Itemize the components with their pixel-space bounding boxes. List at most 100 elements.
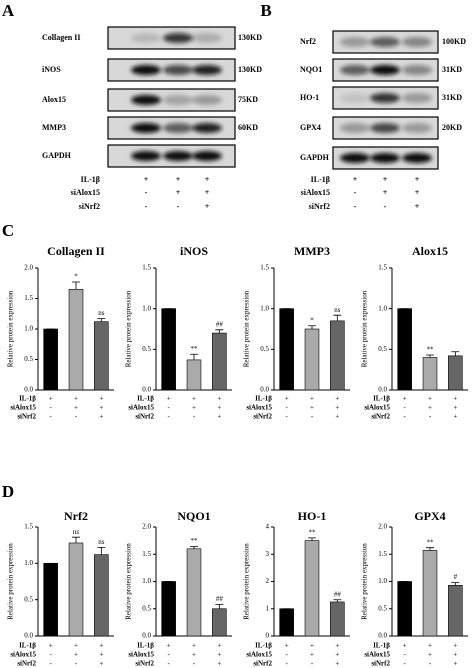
significance-label: ** (191, 537, 199, 545)
significance-label: ## (216, 595, 224, 603)
condition-sign: + (415, 188, 420, 197)
condition-sign: - (145, 188, 148, 197)
condition-sign: + (205, 175, 210, 184)
y-tick-label: 1.5 (24, 294, 33, 302)
protein-name: Collagen II (42, 33, 80, 42)
protein-name: HO-1 (300, 93, 319, 102)
condition-sign: + (453, 660, 457, 668)
molecular-weight: 100KD (442, 37, 466, 46)
y-tick-label: 1.0 (378, 577, 387, 585)
blot-band (370, 37, 400, 47)
condition-sign: + (335, 404, 339, 412)
condition-sign: - (403, 404, 406, 412)
condition-sign: - (311, 660, 314, 668)
error-bar (72, 536, 80, 543)
bar (330, 320, 345, 391)
condition-sign: - (285, 651, 288, 659)
condition-sign: + (217, 395, 221, 403)
condition-sign: + (192, 642, 196, 650)
condition-sign: - (49, 413, 52, 421)
condition-sign: - (167, 660, 170, 668)
condition-sign: - (193, 413, 196, 421)
condition-name: siNrf2 (17, 413, 36, 421)
y-tick-label: 2.0 (142, 523, 151, 531)
condition-sign: + (403, 395, 407, 403)
bar (330, 601, 345, 637)
condition-sign: - (403, 660, 406, 668)
y-tick-label: 0.5 (378, 345, 387, 353)
condition-sign: + (217, 660, 221, 668)
condition-name: siNrf2 (135, 660, 154, 668)
condition-name: siAlox15 (71, 188, 100, 197)
y-axis-label: Relative protein expression (125, 290, 133, 367)
condition-sign: - (285, 660, 288, 668)
blot-band (340, 123, 370, 133)
bar (397, 581, 412, 637)
y-tick-label: 0.5 (142, 604, 151, 612)
y-tick-label: 1.5 (24, 523, 33, 531)
y-axis-label: Relative protein expression (243, 290, 251, 367)
condition-sign: + (74, 651, 78, 659)
condition-sign: + (99, 395, 103, 403)
significance-label: ** (427, 346, 435, 354)
bar (43, 328, 58, 391)
chart-title: HO-1 (298, 509, 327, 523)
bar (304, 328, 320, 391)
condition-sign: - (311, 413, 314, 421)
protein-name: NQO1 (300, 65, 322, 74)
chart-title: Alox15 (412, 244, 448, 258)
error-bar (72, 281, 80, 290)
condition-sign: - (429, 413, 432, 421)
condition-sign: + (310, 642, 314, 650)
condition-sign: - (49, 660, 52, 668)
y-tick-label: 1.0 (142, 577, 151, 585)
bar (304, 540, 320, 637)
protein-name: MMP3 (42, 123, 66, 132)
condition-name: siAlox15 (301, 188, 330, 197)
y-axis-label: Relative protein expression (243, 543, 251, 620)
blot-band (163, 151, 193, 161)
condition-name: IL-1β (81, 175, 100, 184)
chart-title: Collagen II (47, 244, 105, 258)
condition-sign: + (74, 404, 78, 412)
y-tick-label: 0.0 (24, 632, 33, 640)
bar (43, 563, 58, 637)
condition-sign: + (176, 188, 181, 197)
condition-name: siAlox15 (128, 651, 154, 659)
condition-sign: - (354, 188, 357, 197)
protein-name: GAPDH (42, 151, 72, 160)
chart-title: NQO1 (177, 509, 210, 523)
blot-band (131, 95, 161, 105)
y-tick-label: 0.0 (378, 632, 387, 640)
condition-sign: + (285, 642, 289, 650)
error-bar (308, 537, 316, 541)
bar (186, 548, 202, 637)
condition-sign: + (192, 651, 196, 659)
condition-name: siAlox15 (364, 651, 390, 659)
condition-name: siNrf2 (253, 413, 272, 421)
error-bar (190, 353, 198, 360)
error-bar (451, 351, 460, 356)
bar (94, 321, 109, 391)
y-tick-label: 1.0 (142, 304, 151, 312)
condition-sign: + (415, 202, 420, 211)
condition-sign: + (217, 413, 221, 421)
condition-sign: + (453, 651, 457, 659)
molecular-weight: 60KD (238, 123, 258, 132)
condition-sign: + (335, 413, 339, 421)
y-tick-label: 1.0 (24, 325, 33, 333)
y-tick-label: 1.5 (378, 550, 387, 558)
condition-name: siAlox15 (364, 404, 390, 412)
blot-band (340, 93, 370, 103)
panel-label: A (2, 1, 15, 20)
significance-label: ns (98, 538, 105, 546)
y-tick-label: 0.0 (260, 386, 269, 394)
y-tick-label: 1.5 (142, 264, 151, 272)
error-bar (215, 329, 224, 334)
bar (161, 581, 176, 637)
significance-label: ## (334, 590, 342, 598)
y-tick-label: 0.5 (260, 345, 269, 353)
condition-name: IL-1β (373, 642, 390, 650)
molecular-weight: 75KD (238, 95, 258, 104)
molecular-weight: 20KD (442, 123, 462, 132)
